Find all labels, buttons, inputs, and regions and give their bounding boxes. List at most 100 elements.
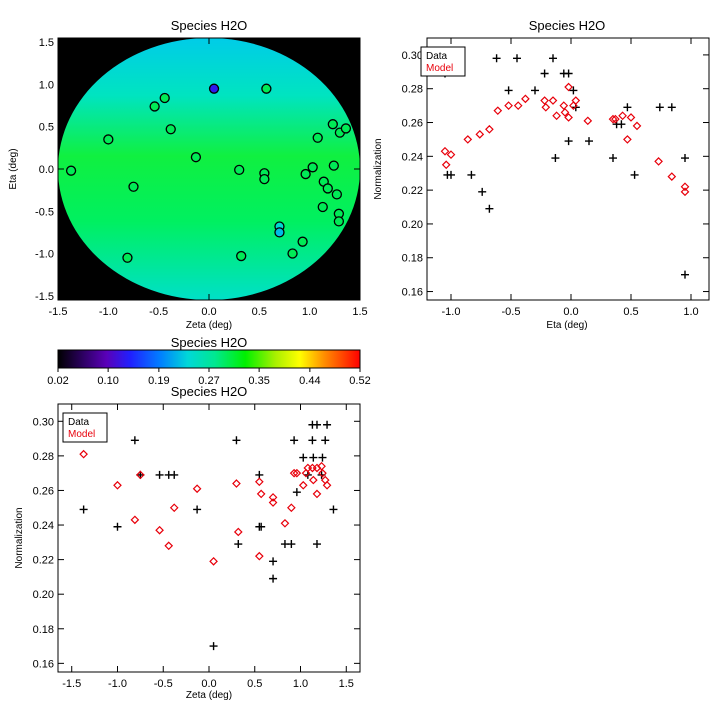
zeta-model-point [322, 480, 332, 490]
eta-data-point [630, 170, 639, 179]
map-xtick-label: 0.5 [252, 306, 267, 318]
map-xtick-label: 1.0 [302, 306, 317, 318]
eta-model-point [485, 124, 494, 134]
map-axes: -1.5 -1.0 -0.5 0.0 0.5 1.0 1.5 -1.5 -1.0 -0.5 0.0 0… [35, 37, 368, 318]
zeta-data-point [292, 488, 301, 497]
zeta-data-point [308, 436, 317, 445]
colorbar-axes: 0.02 0.10 0.19 0.27 0.35 0.44 0.52 [47, 368, 371, 387]
eta-model-point [680, 182, 690, 192]
eta-data-point [655, 103, 664, 112]
eta-model-point [441, 160, 451, 170]
colorbar-tick-label: 0.02 [47, 375, 68, 387]
eta-ytick-label: 0.30 [402, 50, 423, 62]
zeta-legend-model: Model [68, 429, 95, 440]
zeta-xtick-label: 0.5 [247, 678, 262, 690]
zeta-model-point [169, 503, 179, 513]
eta-data-point [623, 103, 632, 112]
zeta-legend: Data Model [62, 412, 108, 443]
map-point [322, 183, 333, 194]
zeta-data-point [113, 522, 122, 531]
map-point [261, 83, 272, 94]
zeta-xtick-label: 0.0 [201, 678, 216, 690]
zeta-model-point [318, 468, 327, 478]
zeta-axes: -1.5 -1.0 -0.5 0.0 0.5 1.0 1.5 0.16 0.18 0.20 0.22… [33, 404, 360, 690]
zeta-model-point [256, 489, 266, 499]
eta-title: Species H2O [529, 18, 606, 33]
zeta-data-point [329, 505, 338, 514]
colorbar-tick-label: 0.19 [148, 375, 169, 387]
eta-ylabel: Normalization [373, 138, 384, 199]
eta-data-point [467, 170, 476, 179]
eta-model-point [493, 106, 503, 116]
eta-model-point [626, 113, 636, 122]
zeta-data-point [290, 436, 299, 445]
eta-ytick-label: 0.20 [402, 219, 423, 231]
eta-model-point [504, 101, 513, 110]
map-ytick-label: 0.5 [39, 122, 54, 134]
eta-xtick-label: -0.5 [502, 306, 521, 318]
zeta-xlabel: Zeta (deg) [186, 690, 232, 701]
eta-data-point [513, 54, 521, 63]
zeta-data-point [287, 540, 296, 549]
eta-xtick-label: 0.0 [563, 306, 578, 318]
map-point [307, 162, 318, 173]
zeta-xtick-label: 1.0 [293, 678, 308, 690]
zeta-data-point [209, 642, 218, 651]
eta-ytick-label: 0.24 [402, 151, 423, 163]
map-point [159, 92, 170, 104]
map-point [259, 173, 270, 185]
zeta-xtick-label: -1.0 [108, 678, 127, 690]
zeta-model-point [130, 515, 140, 525]
map-point [287, 248, 298, 259]
eta-model-point [654, 157, 663, 166]
eta-data-point [564, 69, 573, 78]
zeta-data-point [257, 522, 266, 531]
eta-data-point [540, 69, 549, 78]
map-ytick-label: -1.5 [35, 291, 54, 303]
map-point [103, 134, 114, 145]
map-point [340, 123, 352, 134]
map-point [234, 164, 245, 175]
eta-xtick-label: -1.0 [442, 306, 461, 318]
eta-data-point [569, 86, 578, 95]
map-ytick-label: 1.0 [39, 79, 54, 91]
zeta-model-point [192, 484, 202, 494]
eta-model-point [608, 114, 618, 124]
zeta-model-point [312, 489, 322, 499]
map-point [300, 168, 311, 180]
zeta-model-point [232, 479, 241, 488]
map-panel: Species H2O -1.5 -1.0 -0.5 0.0 0.5 1.0 1.5-1.5… [8, 18, 368, 331]
zeta-data-point [170, 470, 179, 479]
eta-data-point [667, 103, 676, 112]
eta-data-point [681, 154, 689, 163]
eta-axes: -1.0 -0.5 0.0 0.5 1.0 0.16 0.18 0.20 0.22 0.24 0.2… [402, 38, 709, 318]
eta-model-point [680, 187, 690, 197]
map-point [331, 189, 342, 200]
zeta-data-point [312, 420, 321, 429]
eta-legend-data: Data [426, 51, 448, 62]
eta-data-point [478, 187, 487, 196]
map-xtick-label: -0.5 [149, 306, 168, 318]
map-point [65, 165, 77, 176]
eta-model-point [618, 111, 627, 121]
map-xtick-label: -1.5 [49, 306, 68, 318]
colorbar-title: Species H2O [171, 335, 248, 350]
eta-xlabel: Eta (deg) [546, 320, 587, 331]
colorbar-strip [57, 349, 361, 369]
colorbar-panel: Species H2O 0.02 0.10 0.19 0.27 0.35 0.44 0.52 [47, 335, 370, 387]
eta-model-point [521, 94, 530, 104]
map-point [190, 152, 202, 163]
eta-ytick-label: 0.22 [402, 185, 423, 197]
zeta-model-point [79, 449, 88, 459]
eta-model-point [564, 82, 573, 92]
eta-model-point [559, 101, 569, 110]
eta-data-point [531, 86, 539, 95]
eta-legend-box [420, 46, 466, 77]
map-xtick-label: 0.0 [201, 306, 216, 318]
map-points [65, 83, 352, 263]
zeta-data-point [318, 453, 327, 462]
eta-data-point [617, 120, 626, 129]
zeta-xtick-label: -0.5 [154, 678, 173, 690]
eta-data-point [447, 170, 455, 179]
